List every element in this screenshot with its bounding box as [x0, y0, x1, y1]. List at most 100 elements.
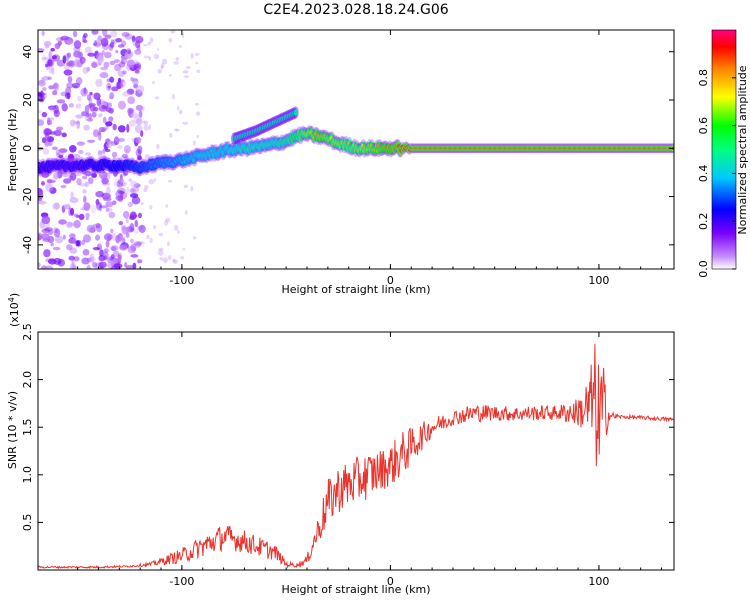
noise-blob	[54, 235, 64, 244]
noise-blob	[135, 104, 143, 111]
colorbar-ticks: 0.0 0.2 0.4 0.6 0.8	[697, 69, 736, 278]
noise-blob	[110, 228, 114, 234]
noise-blob	[48, 106, 57, 112]
noise-blob	[196, 135, 199, 139]
snr-multiplier-base: (x10	[8, 302, 21, 327]
noise-blob	[84, 152, 92, 156]
noise-blob	[127, 107, 135, 114]
noise-blob	[126, 59, 135, 68]
noise-blob	[121, 153, 129, 159]
noise-blob	[105, 172, 111, 180]
noise-blob	[161, 62, 165, 69]
noise-blob	[131, 35, 136, 43]
noise-blob	[134, 70, 140, 74]
noise-blob	[114, 63, 122, 72]
noise-blob	[182, 70, 189, 74]
noise-blob	[129, 222, 135, 232]
noise-blob	[173, 61, 180, 65]
noise-blob	[114, 59, 120, 63]
x-tick-label: 100	[588, 274, 609, 287]
noise-blob	[71, 257, 75, 266]
noise-blob	[42, 76, 50, 81]
noise-blob	[48, 117, 55, 121]
noise-blob	[95, 190, 104, 198]
noise-blob	[41, 228, 50, 234]
noise-blob	[83, 124, 90, 131]
noise-blob	[65, 221, 74, 229]
noise-blob	[147, 41, 152, 46]
noise-blob	[157, 68, 162, 74]
noise-blob	[118, 100, 126, 110]
noise-blob	[126, 123, 130, 133]
colorbar: 0.0 0.2 0.4 0.6 0.8 Normalized spectral ampl…	[697, 29, 749, 278]
noise-blob	[67, 154, 75, 162]
noise-blob	[43, 249, 51, 258]
noise-blob	[135, 40, 141, 49]
y-tick-label: 0	[21, 145, 34, 152]
noise-blob	[104, 34, 112, 39]
noise-blob	[183, 75, 189, 79]
y-tick-label: 40	[21, 45, 34, 59]
snr-y-axis-label: SNR (10 * v/v)	[6, 391, 19, 469]
noise-blob	[117, 79, 125, 83]
noise-blob	[148, 56, 152, 61]
noise-blob	[132, 80, 140, 85]
noise-blob	[130, 254, 139, 258]
noise-blob	[149, 237, 153, 244]
noise-blob	[126, 186, 130, 195]
noise-blob	[100, 37, 109, 47]
noise-blob	[122, 173, 127, 177]
noise-blob	[83, 195, 87, 203]
noise-blob	[58, 148, 68, 153]
noise-blob	[175, 57, 179, 61]
noise-blob	[135, 242, 142, 248]
noise-blob	[107, 102, 112, 108]
noise-blob	[87, 139, 96, 143]
noise-blob	[98, 261, 107, 269]
noise-blob	[52, 146, 58, 151]
noise-blob	[186, 66, 191, 69]
y-tick-label: 20	[21, 93, 34, 107]
noise-blob	[51, 55, 57, 60]
noise-blob	[105, 239, 110, 248]
noise-blob	[101, 105, 107, 109]
noise-blob	[83, 202, 91, 211]
noise-blob	[112, 200, 117, 206]
spectrogram-panel: -100 0 100 -40 -20 0 20 40 Height of straight …	[6, 29, 675, 296]
noise-blob	[86, 264, 91, 269]
noise-blob	[98, 255, 105, 262]
colorbar-tick-label: 0.8	[697, 69, 710, 87]
noise-blob	[115, 235, 121, 244]
noise-blob	[103, 61, 110, 68]
noise-blob	[41, 265, 48, 269]
noise-blob	[134, 219, 139, 228]
noise-blob	[53, 129, 62, 137]
noise-blob	[82, 67, 89, 74]
noise-blob	[115, 81, 124, 89]
noise-blob	[96, 201, 102, 211]
snr-panel: -100 0 100 0.5 1.0 1.5 2.0 2.5 Height of strai…	[6, 293, 675, 596]
noise-blob	[99, 72, 109, 79]
noise-blob	[102, 197, 112, 202]
y-tick-label: 2.0	[21, 371, 34, 389]
noise-blob	[112, 123, 117, 131]
noise-blob	[40, 233, 50, 240]
snr-multiplier-label: (x104)	[7, 293, 21, 327]
noise-blob	[46, 117, 51, 126]
noise-blob	[195, 61, 199, 65]
noise-blob	[75, 103, 82, 109]
noise-blob	[126, 48, 132, 55]
spectrogram-x-ticks: -100 0 100	[77, 30, 662, 287]
x-tick-label: -100	[169, 575, 194, 588]
noise-blob	[67, 222, 74, 227]
noise-blob	[69, 263, 77, 269]
noise-blob	[158, 247, 164, 252]
noise-blob	[105, 207, 110, 213]
noise-blob	[38, 110, 43, 114]
noise-blob	[148, 179, 155, 185]
noise-blob	[68, 255, 75, 261]
noise-blob	[136, 156, 143, 161]
noise-blob	[86, 94, 91, 101]
noise-blob	[141, 202, 144, 206]
